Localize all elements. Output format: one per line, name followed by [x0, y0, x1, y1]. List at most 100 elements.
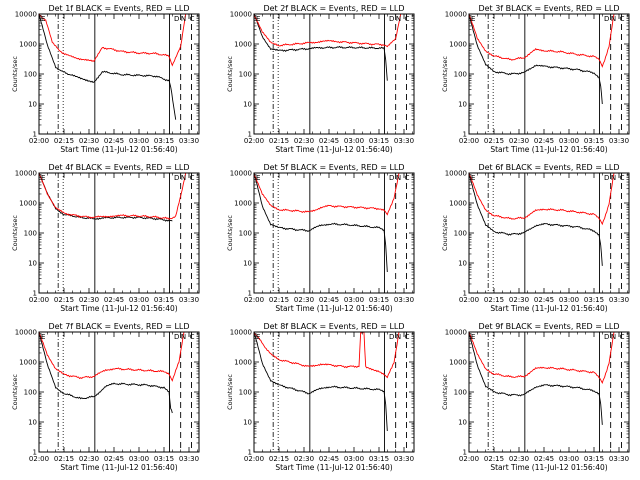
- y-axis-label: Counts/sec: [226, 56, 234, 92]
- x-tick-label: 03:15: [369, 137, 389, 145]
- orbit-marker-C: C: [620, 333, 625, 341]
- x-tick-label: 03:30: [179, 296, 199, 304]
- x-tick-label: 02:45: [319, 296, 339, 304]
- x-tick-label: 02:30: [79, 455, 99, 463]
- y-tick-label: 1: [33, 290, 37, 298]
- x-tick-label: 02:00: [244, 455, 264, 463]
- y-tick-label: 1000: [19, 200, 37, 208]
- x-tick-label: 03:00: [129, 455, 149, 463]
- y-tick-label: 1000: [449, 41, 467, 49]
- series-line-lld: [254, 332, 400, 379]
- panel-data: [254, 14, 402, 81]
- orbit-marker-C: C: [405, 174, 410, 182]
- y-axis-label: Counts/sec: [226, 374, 234, 410]
- x-tick-label: 02:30: [79, 296, 99, 304]
- series-line-lld: [39, 332, 185, 382]
- y-tick-label: 10: [28, 419, 37, 427]
- y-tick-label: 10000: [15, 170, 37, 178]
- orbit-marker-E: E: [256, 15, 260, 23]
- detector-panel-4: Det 4f BLACK = Events, RED = LLD 1 10 100 10…: [11, 163, 200, 313]
- detector-panel-8: Det 8f BLACK = Events, RED = LLD 1 10 100 10…: [226, 322, 415, 472]
- y-tick-label: 100: [239, 230, 252, 238]
- orbit-marker-N: N: [396, 333, 401, 341]
- x-tick-label: 02:00: [459, 137, 479, 145]
- y-tick-label: 10000: [445, 11, 467, 19]
- y-tick-label: 1: [248, 449, 252, 457]
- y-tick-label: 1: [248, 131, 252, 139]
- orbit-marker-N: N: [611, 15, 616, 23]
- series-line-lld: [469, 173, 615, 226]
- x-tick-label: 02:45: [104, 296, 124, 304]
- x-tick-label: 02:00: [29, 296, 49, 304]
- series-line-events: [469, 173, 603, 266]
- panel-data: [39, 332, 185, 414]
- x-tick-label: 02:45: [104, 455, 124, 463]
- panel-title: Det 8f BLACK = Events, RED = LLD: [263, 322, 404, 331]
- series-line-events: [39, 14, 177, 120]
- x-tick-label: 02:00: [459, 455, 479, 463]
- orbit-marker-D: D: [389, 333, 394, 341]
- x-tick-label: 02:15: [54, 455, 74, 463]
- orbit-marker-D: D: [389, 174, 394, 182]
- x-tick-label: 02:15: [269, 296, 289, 304]
- series-line-events: [39, 332, 173, 414]
- x-tick-label: 03:00: [559, 137, 579, 145]
- x-tick-label: 03:00: [344, 455, 364, 463]
- orbit-marker-N: N: [181, 174, 186, 182]
- x-tick-label: 03:00: [559, 296, 579, 304]
- y-tick-label: 10: [458, 260, 467, 268]
- x-tick-label: 03:30: [179, 137, 199, 145]
- orbit-marker-C: C: [620, 174, 625, 182]
- series-line-events: [39, 173, 173, 222]
- x-axis-label: Start Time (11-Jul-12 01:56:40): [490, 304, 607, 313]
- orbit-marker-D: D: [174, 333, 179, 341]
- panel-title: Det 7f BLACK = Events, RED = LLD: [48, 322, 189, 331]
- x-tick-label: 03:15: [584, 455, 604, 463]
- series-line-events: [254, 14, 388, 81]
- orbit-marker-N: N: [611, 333, 616, 341]
- x-tick-label: 02:15: [484, 137, 504, 145]
- x-tick-label: 03:30: [394, 137, 414, 145]
- series-line-events: [254, 173, 388, 273]
- y-tick-label: 100: [24, 230, 37, 238]
- x-tick-label: 02:15: [54, 137, 74, 145]
- x-tick-label: 02:30: [509, 455, 529, 463]
- x-tick-label: 03:00: [344, 137, 364, 145]
- x-tick-label: 03:15: [154, 137, 174, 145]
- y-axis-label: Counts/sec: [441, 215, 449, 251]
- orbit-marker-D: D: [389, 15, 394, 23]
- panel-data: [39, 14, 187, 120]
- orbit-marker-E: E: [471, 15, 475, 23]
- orbit-marker-C: C: [405, 333, 410, 341]
- detector-panel-9: Det 9f BLACK = Events, RED = LLD 1 10 100 10…: [441, 322, 630, 472]
- x-tick-label: 03:30: [394, 296, 414, 304]
- orbit-marker-D: D: [604, 174, 609, 182]
- detector-panel-7: Det 7f BLACK = Events, RED = LLD 1 10 100 10…: [11, 322, 200, 472]
- y-axis-label: Counts/sec: [11, 374, 19, 410]
- x-tick-label: 02:45: [319, 137, 339, 145]
- x-tick-label: 03:15: [584, 137, 604, 145]
- panel-title: Det 3f BLACK = Events, RED = LLD: [478, 4, 619, 13]
- y-tick-label: 1000: [234, 41, 252, 49]
- y-tick-label: 10: [243, 260, 252, 268]
- x-tick-label: 03:15: [369, 455, 389, 463]
- y-tick-label: 10000: [445, 170, 467, 178]
- y-tick-label: 1: [33, 131, 37, 139]
- y-tick-label: 100: [239, 389, 252, 397]
- panel-title: Det 1f BLACK = Events, RED = LLD: [48, 4, 189, 13]
- y-tick-label: 10: [243, 419, 252, 427]
- x-tick-label: 02:30: [79, 137, 99, 145]
- orbit-marker-N: N: [611, 174, 616, 182]
- x-tick-label: 02:15: [54, 296, 74, 304]
- x-tick-label: 03:30: [179, 455, 199, 463]
- orbit-marker-N: N: [396, 174, 401, 182]
- x-tick-label: 02:45: [104, 137, 124, 145]
- series-line-events: [469, 14, 603, 105]
- orbit-marker-C: C: [190, 15, 195, 23]
- orbit-marker-E: E: [256, 174, 260, 182]
- y-tick-label: 100: [24, 389, 37, 397]
- series-line-events: [254, 332, 388, 432]
- series-line-lld: [39, 173, 187, 220]
- x-axis-label: Start Time (11-Jul-12 01:56:40): [490, 145, 607, 154]
